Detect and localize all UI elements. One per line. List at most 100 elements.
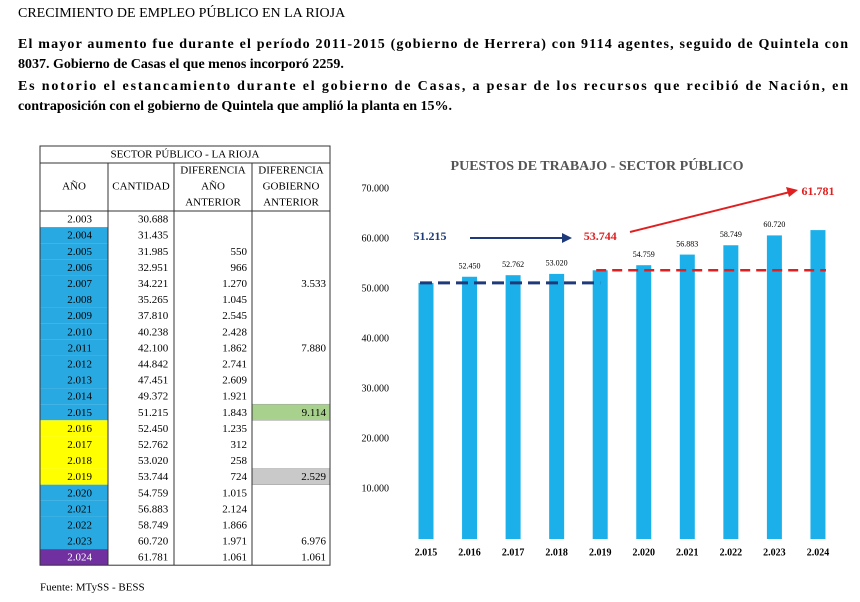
column-header: CANTIDAD	[112, 181, 169, 193]
year-cell	[40, 516, 108, 533]
table-cell: 1.862	[222, 342, 247, 354]
bar	[636, 265, 652, 539]
table-cell: 44.842	[138, 358, 168, 370]
year-cell	[40, 500, 108, 517]
x-tick-label: 2.024	[807, 547, 830, 558]
table-cell: 2.529	[301, 471, 326, 483]
table-cell: 31.435	[138, 230, 169, 242]
paragraph-line: Es notorio el estancamiento durante el g…	[18, 79, 848, 94]
value-label: 54.759	[633, 250, 655, 259]
x-tick-label: 2.021	[676, 547, 699, 558]
table-cell: 1.270	[222, 278, 247, 290]
source: Fuente: MTySS - BESS	[40, 582, 145, 594]
chart-title: PUESTOS DE TRABAJO - SECTOR PÚBLICO	[451, 157, 744, 174]
year-cell	[40, 211, 108, 228]
table-cell: 2.010	[67, 326, 92, 338]
bar	[418, 282, 434, 539]
year-cell	[40, 307, 108, 324]
table-cell: 258	[231, 455, 248, 467]
table-cell: 2.009	[67, 310, 92, 322]
table-cell: 2.012	[67, 358, 92, 370]
year-cell	[40, 243, 108, 260]
table-cell: 58.749	[138, 519, 169, 531]
x-tick-label: 2.017	[502, 547, 525, 558]
bar	[810, 230, 826, 539]
y-tick-label: 10.000	[362, 483, 390, 494]
value-label: 61.781	[801, 184, 834, 198]
table-cell: 47.451	[138, 375, 168, 387]
table-cell: 2.609	[222, 375, 247, 387]
column-header: AÑO	[62, 181, 86, 193]
table-cell: 1.061	[301, 552, 326, 564]
bar	[462, 276, 478, 539]
year-cell	[40, 339, 108, 356]
table-cell: 2.545	[222, 310, 247, 322]
page-title: CRECIMIENTO DE EMPLEO PÚBLICO EN LA RIOJ…	[18, 4, 346, 21]
bar	[723, 245, 739, 539]
table-cell: 312	[231, 439, 248, 451]
table-cell: 966	[231, 262, 248, 274]
table-cell: 2.005	[67, 246, 92, 258]
value-label: 53.020	[546, 259, 568, 268]
table-cell: 30.688	[138, 214, 169, 226]
bar	[549, 273, 565, 539]
paragraph-line: 8037. Gobierno de Casas el que menos inc…	[18, 57, 344, 72]
value-label: 52.762	[502, 260, 524, 269]
column-header: GOBIERNO	[263, 181, 320, 193]
year-cell	[40, 420, 108, 437]
table-cell: 34.221	[138, 278, 168, 290]
y-tick-label: 30.000	[362, 383, 390, 394]
table-cell: 2.124	[222, 503, 247, 515]
table-cell: 2.022	[67, 519, 92, 531]
x-tick-label: 2.023	[763, 547, 786, 558]
x-tick-label: 2.019	[589, 547, 612, 558]
year-cell	[40, 227, 108, 244]
table-cell: 2.023	[67, 536, 92, 548]
y-tick-label: 50.000	[362, 283, 390, 294]
year-cell	[40, 404, 108, 421]
year-cell	[40, 323, 108, 340]
table-cell: 2.013	[67, 375, 92, 387]
table-cell: 2.004	[67, 230, 92, 242]
table-cell: 35.265	[138, 294, 169, 306]
value-label: 52.450	[459, 262, 481, 271]
year-cell	[40, 533, 108, 550]
bar	[766, 235, 782, 539]
table-cell: 52.762	[138, 439, 168, 451]
table-cell: 42.100	[138, 342, 169, 354]
table-cell: 1.235	[222, 423, 247, 435]
value-label: 51.215	[414, 229, 447, 243]
table-cell: 2.741	[222, 358, 247, 370]
table-cell: 60.720	[138, 536, 169, 548]
table-cell: 1.921	[222, 391, 247, 403]
year-cell	[40, 468, 108, 485]
year-cell	[40, 452, 108, 469]
arrow-head	[562, 233, 572, 243]
y-tick-label: 20.000	[362, 433, 390, 444]
table-cell: 1.045	[222, 294, 247, 306]
table-cell: 40.238	[138, 326, 169, 338]
bar	[592, 270, 608, 539]
year-cell	[40, 275, 108, 292]
column-header: DIFERENCIA	[180, 165, 245, 177]
table-cell: 1.866	[222, 519, 247, 531]
table-cell: 2.019	[67, 471, 92, 483]
table-cell: 51.215	[138, 407, 169, 419]
table-cell: 49.372	[138, 391, 168, 403]
y-tick-label: 60.000	[362, 233, 390, 244]
table-cell: 2.014	[67, 391, 92, 403]
year-cell	[40, 355, 108, 372]
y-tick-label: 70.000	[362, 183, 390, 194]
table-title: SECTOR PÚBLICO - LA RIOJA	[111, 149, 260, 161]
x-tick-label: 2.022	[720, 547, 743, 558]
table-border	[39, 145, 331, 566]
table-cell: 6.976	[301, 536, 326, 548]
column-header: ANTERIOR	[263, 197, 319, 209]
table-cell: 1.015	[222, 487, 247, 499]
table-cell: 56.883	[138, 503, 169, 515]
table-cell: 2.006	[67, 262, 92, 274]
table-cell: 2.011	[68, 342, 92, 354]
table-cell: 32.951	[138, 262, 168, 274]
paragraph-line: contraposición con el gobierno de Quinte…	[18, 99, 452, 114]
table-cell: 53.744	[138, 471, 169, 483]
